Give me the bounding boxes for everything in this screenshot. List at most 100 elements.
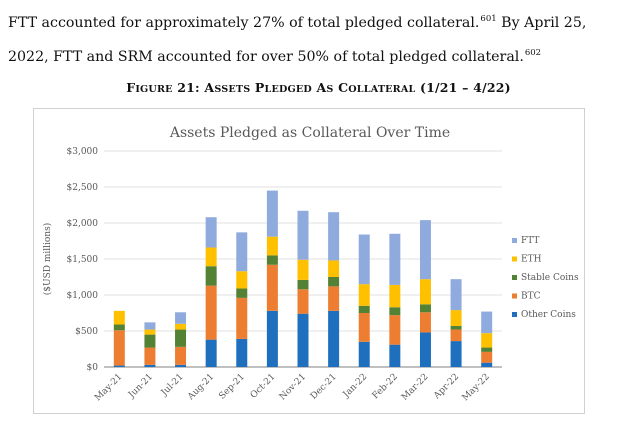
bar-segment-btc [236,297,248,339]
y-tick-label: $2,500 [67,183,99,193]
bar-segment-eth [236,271,248,289]
y-tick-label: $1,000 [67,291,99,301]
bar-segment-stable-coins [236,288,248,298]
bar-segment-stable-coins [389,307,401,316]
bar-segment-ftt [266,190,278,237]
chart-title: Assets Pledged as Collateral Over Time [169,125,450,141]
paragraph-text-tail: By April 25, [496,15,587,31]
y-tick-label: $1,500 [67,255,99,265]
bar-segment-other-coins [481,362,493,367]
x-tick-label: Jul-21 [159,372,186,399]
bar-segment-ftt [175,312,187,324]
bar-segment-other-coins [113,365,125,367]
bar-segment-stable-coins [205,266,217,286]
bar-segment-btc [481,351,493,363]
bar-segment-stable-coins [358,305,370,313]
bar-segment-other-coins [175,364,187,367]
bar-segment-other-coins [144,364,156,367]
bar-segment-btc [175,346,187,365]
bar-segment-ftt [144,322,156,330]
x-tick-label: Apr-22 [431,372,461,402]
bar-segment-btc [266,264,278,311]
bar-segment-stable-coins [481,347,493,352]
y-tick-label: $500 [75,327,98,337]
bar-segment-ftt [297,210,309,260]
legend-swatch [512,275,517,280]
bar-segment-other-coins [389,344,401,367]
bar-segment-stable-coins [144,334,156,348]
bar-segment-stable-coins [419,304,431,313]
x-tick-label: Jan-22 [341,372,369,400]
bar-segment-other-coins [266,310,278,367]
bar-segment-ftt [450,279,462,311]
figure-title: FIGURE 21: ASSETS PLEDGED AS COLLATERAL … [126,80,511,95]
bar-segment-stable-coins [328,277,340,287]
bar-segment-stable-coins [175,329,187,347]
paragraph-text: FTT accounted for approximately 27% of t… [8,15,480,31]
x-tick-label: Oct-21 [249,372,278,401]
bar-segment-ftt [205,217,217,248]
bar-segment-stable-coins [450,325,462,330]
bar-segment-other-coins [358,341,370,367]
legend-swatch [512,256,517,262]
x-tick-label: Jun-21 [126,372,155,401]
bar-segment-other-coins [328,310,340,367]
bar-segment-other-coins [236,338,248,367]
paragraph-line-2: 2022, FTT and SRM accounted for over 50%… [8,44,630,66]
bar-segment-other-coins [419,332,431,367]
bar-segment-btc [389,315,401,345]
legend-label: ETH [521,255,542,265]
bar-segment-btc [419,312,431,333]
legend-label: Other Coins [521,310,576,320]
bar-segment-btc [297,289,309,314]
bar-segment-eth [113,310,125,325]
legend-label: FTT [521,236,539,246]
bar-segment-stable-coins [113,324,125,331]
stacked-bar-chart: Assets Pledged as Collateral Over Time $0… [42,125,579,403]
bar-segment-eth [266,236,278,256]
legend-swatch [512,293,517,299]
bar-segment-ftt [358,234,370,285]
footnote-ref-601[interactable]: 601 [480,14,497,24]
bar-segment-eth [328,260,340,277]
bar-segment-eth [389,284,401,308]
y-axis-label: ($USD millions) [42,223,53,295]
bar-segment-eth [205,247,217,267]
y-tick-label: $2,000 [67,219,99,229]
y-tick-label: $0 [87,363,99,373]
bar-segment-eth [419,279,431,305]
y-tick-label: $3,000 [67,147,99,157]
bar-segment-btc [144,347,156,365]
bar-segment-ftt [389,233,401,285]
bar-segment-eth [297,259,309,280]
bar-segment-ftt [236,232,248,272]
bar-segment-btc [358,313,370,342]
legend-label: BTC [521,292,541,302]
legend-swatch [512,238,517,243]
bar-segment-ftt [419,220,431,280]
bar-segment-eth [358,284,370,306]
legend-swatch [512,312,517,317]
bar-segment-btc [328,286,340,311]
footnote-ref-602[interactable]: 602 [524,48,542,58]
x-tick-label: Nov-21 [278,372,308,402]
bar-segment-ftt [328,212,340,261]
paragraph-text: 2022, FTT and SRM accounted for over 50%… [8,49,524,65]
x-tick-label: Sep-21 [217,372,247,402]
x-tick-label: Mar-22 [400,372,431,403]
x-tick-label: Dec-21 [309,372,339,402]
legend-label: Stable Coins [521,273,579,283]
bar-segment-stable-coins [297,279,309,290]
bar-segment-eth [175,323,187,330]
bar-segment-btc [450,329,462,342]
x-tick-label: May-22 [461,372,492,403]
x-tick-label: Feb-22 [371,372,400,401]
bar-segment-ftt [481,311,493,334]
chart-container: Assets Pledged as Collateral Over Time $0… [33,108,585,414]
bar-segment-other-coins [205,339,217,367]
bar-segment-stable-coins [266,255,278,265]
bar-segment-other-coins [297,313,309,367]
x-tick-label: Aug-21 [185,372,216,403]
x-tick-label: May-21 [93,372,124,403]
bar-segment-btc [205,285,217,340]
